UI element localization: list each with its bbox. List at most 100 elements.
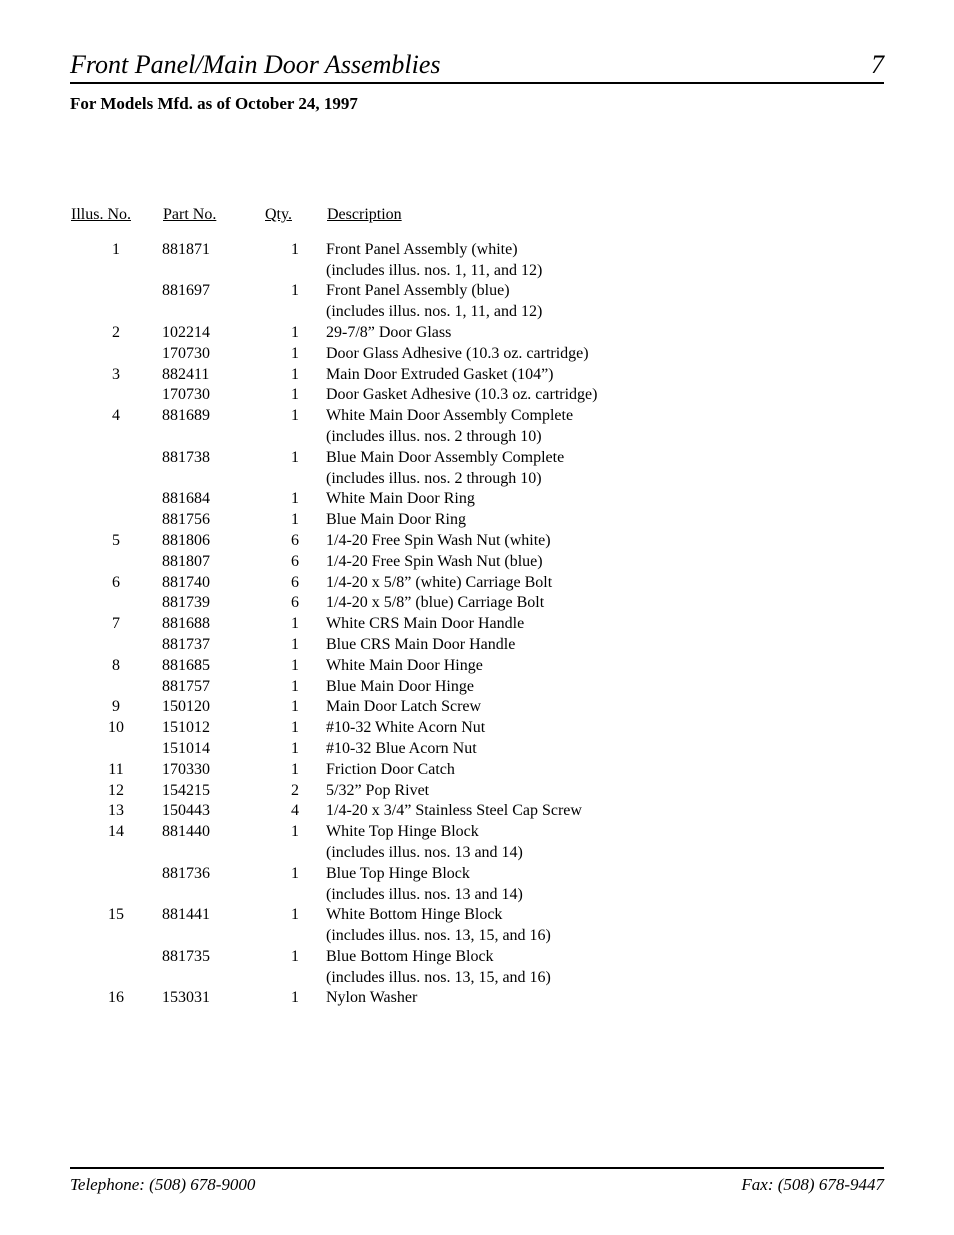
cell-desc: Friction Door Catch <box>326 760 597 781</box>
table-row: 8817371Blue CRS Main Door Handle <box>70 635 597 656</box>
parts-table: Illus. No. Part No. Qty. Description 188… <box>70 204 597 1009</box>
cell-qty: 1 <box>264 905 326 926</box>
cell-part <box>162 302 264 323</box>
cell-part <box>162 469 264 490</box>
cell-qty <box>264 885 326 906</box>
footer-fax: Fax: (508) 678-9447 <box>741 1175 884 1195</box>
cell-illus: 2 <box>70 323 162 344</box>
cell-part: 881740 <box>162 573 264 594</box>
cell-qty: 2 <box>264 781 326 802</box>
cell-illus: 14 <box>70 822 162 843</box>
cell-desc: (includes illus. nos. 13 and 14) <box>326 843 597 864</box>
table-row: (includes illus. nos. 1, 11, and 12) <box>70 302 597 323</box>
cell-desc: (includes illus. nos. 1, 11, and 12) <box>326 302 597 323</box>
cell-desc: Blue Main Door Ring <box>326 510 597 531</box>
table-row: (includes illus. nos. 2 through 10) <box>70 469 597 490</box>
cell-illus: 7 <box>70 614 162 635</box>
cell-desc: 1/4-20 x 5/8” (blue) Carriage Bolt <box>326 593 597 614</box>
cell-desc: (includes illus. nos. 13, 15, and 16) <box>326 968 597 989</box>
table-row: 88180761/4-20 Free Spin Wash Nut (blue) <box>70 552 597 573</box>
table-row: 111703301Friction Door Catch <box>70 760 597 781</box>
cell-part: 881806 <box>162 531 264 552</box>
cell-part: 153031 <box>162 988 264 1009</box>
cell-part: 881807 <box>162 552 264 573</box>
table-row: 8817381Blue Main Door Assembly Complete <box>70 448 597 469</box>
cell-qty: 1 <box>264 281 326 302</box>
cell-part: 881684 <box>162 489 264 510</box>
cell-desc: Blue Main Door Hinge <box>326 677 597 698</box>
cell-illus <box>70 677 162 698</box>
cell-qty: 1 <box>264 344 326 365</box>
cell-part: 882411 <box>162 365 264 386</box>
cell-illus: 5 <box>70 531 162 552</box>
table-row: (includes illus. nos. 13 and 14) <box>70 843 597 864</box>
cell-illus: 4 <box>70 406 162 427</box>
cell-part: 881735 <box>162 947 264 968</box>
cell-illus <box>70 926 162 947</box>
cell-qty: 1 <box>264 718 326 739</box>
cell-illus: 12 <box>70 781 162 802</box>
cell-desc: (includes illus. nos. 13, 15, and 16) <box>326 926 597 947</box>
table-row: 1215421525/32” Pop Rivet <box>70 781 597 802</box>
cell-qty: 1 <box>264 656 326 677</box>
cell-part <box>162 968 264 989</box>
cell-illus <box>70 635 162 656</box>
cell-illus <box>70 552 162 573</box>
cell-part: 150443 <box>162 801 264 822</box>
cell-qty <box>264 926 326 947</box>
cell-qty: 1 <box>264 635 326 656</box>
cell-illus: 1 <box>70 240 162 261</box>
cell-qty <box>264 469 326 490</box>
cell-desc: White CRS Main Door Handle <box>326 614 597 635</box>
cell-desc: Front Panel Assembly (white) <box>326 240 597 261</box>
table-row: 1315044341/4-20 x 3/4” Stainless Steel C… <box>70 801 597 822</box>
cell-qty: 6 <box>264 593 326 614</box>
cell-desc: (includes illus. nos. 2 through 10) <box>326 427 597 448</box>
cell-part: 170330 <box>162 760 264 781</box>
cell-part: 881756 <box>162 510 264 531</box>
cell-illus <box>70 968 162 989</box>
cell-qty: 4 <box>264 801 326 822</box>
cell-part: 154215 <box>162 781 264 802</box>
table-row: 688174061/4-20 x 5/8” (white) Carriage B… <box>70 573 597 594</box>
cell-desc: 29-7/8” Door Glass <box>326 323 597 344</box>
cell-part: 150120 <box>162 697 264 718</box>
table-row: 48816891White Main Door Assembly Complet… <box>70 406 597 427</box>
table-row: 18818711Front Panel Assembly (white) <box>70 240 597 261</box>
table-row: (includes illus. nos. 13 and 14) <box>70 885 597 906</box>
cell-desc: #10-32 Blue Acorn Nut <box>326 739 597 760</box>
cell-qty: 1 <box>264 448 326 469</box>
cell-qty: 1 <box>264 510 326 531</box>
table-row: 8816971Front Panel Assembly (blue) <box>70 281 597 302</box>
cell-qty: 1 <box>264 988 326 1009</box>
cell-desc: 5/32” Pop Rivet <box>326 781 597 802</box>
cell-illus: 8 <box>70 656 162 677</box>
table-row: 8817361Blue Top Hinge Block <box>70 864 597 885</box>
cell-illus: 9 <box>70 697 162 718</box>
cell-part <box>162 885 264 906</box>
cell-illus: 11 <box>70 760 162 781</box>
cell-desc: 1/4-20 Free Spin Wash Nut (blue) <box>326 552 597 573</box>
cell-part: 881441 <box>162 905 264 926</box>
cell-qty: 6 <box>264 573 326 594</box>
table-row: 38824111Main Door Extruded Gasket (104”) <box>70 365 597 386</box>
cell-qty <box>264 968 326 989</box>
table-row: 158814411White Bottom Hinge Block <box>70 905 597 926</box>
cell-illus <box>70 281 162 302</box>
cell-qty: 1 <box>264 864 326 885</box>
cell-qty: 1 <box>264 697 326 718</box>
table-row: 78816881White CRS Main Door Handle <box>70 614 597 635</box>
cell-qty <box>264 427 326 448</box>
cell-illus: 6 <box>70 573 162 594</box>
cell-illus <box>70 885 162 906</box>
table-header-row: Illus. No. Part No. Qty. Description <box>70 204 597 240</box>
table-row: (includes illus. nos. 13, 15, and 16) <box>70 926 597 947</box>
cell-desc: (includes illus. nos. 1, 11, and 12) <box>326 261 597 282</box>
cell-illus <box>70 510 162 531</box>
cell-illus: 15 <box>70 905 162 926</box>
cell-qty <box>264 302 326 323</box>
cell-desc: (includes illus. nos. 13 and 14) <box>326 885 597 906</box>
table-row: 8817571Blue Main Door Hinge <box>70 677 597 698</box>
table-row: (includes illus. nos. 13, 15, and 16) <box>70 968 597 989</box>
cell-part <box>162 261 264 282</box>
